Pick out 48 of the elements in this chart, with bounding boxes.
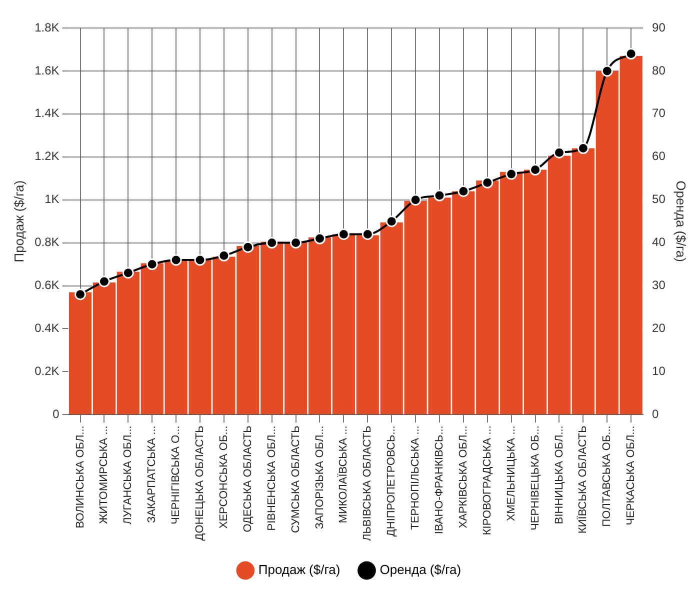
- x-tick-label: ХАРКІВСЬКА ОБЛ...: [457, 426, 470, 528]
- y2-tick-label: 10: [652, 364, 666, 378]
- x-tick-label: КИЇВСЬКА ОБЛАСТЬ: [576, 426, 590, 534]
- x-tick-label: ЛЬВІВСЬКА ОБЛАСТЬ: [362, 426, 374, 542]
- x-tick-label: ЛУГАНСЬКА ОБЛ...: [122, 426, 134, 524]
- x-tick-label: ЧЕРКАСЬКА ОБЛ...: [625, 426, 638, 526]
- x-tick-label: СУМСЬКА ОБЛАСТЬ: [290, 426, 302, 533]
- y2-axis-title: Оренда ($/га): [674, 180, 689, 262]
- y-tick-label: 0.6K: [34, 278, 60, 292]
- legend-label: Продаж ($/га): [258, 562, 340, 578]
- y2-tick-label: 60: [652, 149, 666, 164]
- x-tick-label: ЗАПОРІЗЬКА ОБЛ...: [314, 426, 326, 530]
- y-tick-label: 1.6K: [34, 63, 60, 78]
- y-tick-label: 1.8K: [34, 20, 60, 34]
- x-tick-label: МИКОЛАЇВСЬКА ...: [336, 426, 350, 524]
- x-tick-label: ВОЛИНСЬКА ОБЛ...: [74, 426, 86, 528]
- y-axis-title: Продаж ($/га): [11, 180, 26, 262]
- y2-tick-label: 90: [652, 20, 666, 34]
- x-tick-label: ТЕРНОПІЛЬСЬКА ...: [410, 426, 422, 530]
- x-tick-label: ІВАНО-ФРАНКІВСЬ...: [434, 426, 446, 534]
- y-tick-label: 1.4K: [34, 106, 60, 120]
- x-tick-label: ЧЕРНІВЕЦЬКА ОБ...: [529, 426, 542, 530]
- x-tick-label: ДОНЕЦЬКА ОБЛАСТЬ: [194, 426, 206, 541]
- x-tick-label: КІРОВОГРАДСЬКА ...: [481, 426, 494, 536]
- y2-tick-label: 80: [652, 63, 666, 78]
- y2-tick-label: 30: [652, 278, 666, 292]
- y-tick-label: 0: [52, 406, 60, 421]
- x-tick-label: ХЕРСОНСЬКА ОБ...: [218, 426, 230, 529]
- y2-tick-label: 70: [652, 106, 666, 120]
- y2-tick-label: 0: [652, 406, 660, 421]
- y-tick-label: 0.4K: [34, 321, 60, 336]
- x-tick-label: ЧЕРНІГІВСЬКА О...: [170, 426, 182, 524]
- x-tick-label: ЖИТОМИРСЬКА ...: [98, 426, 110, 524]
- y-tick-label: 0.2K: [34, 364, 60, 378]
- x-tick-label: ХМЕЛЬНИЦЬКА ...: [505, 426, 518, 522]
- y-tick-label: 1.2K: [34, 149, 60, 164]
- x-tick-label: ВІННИЦЬКА ОБЛ...: [553, 426, 566, 524]
- legend-label: Оренда ($/га): [380, 562, 462, 578]
- x-tick-label: ПОЛТАВСЬКА ОБ...: [601, 426, 614, 527]
- x-tick-label: ЗАКАРПАТСЬКА ...: [146, 426, 158, 523]
- x-tick-label: ДНІПРОПЕТРОВСЬ...: [386, 426, 398, 537]
- y-tick-label: 0.8K: [34, 235, 60, 250]
- y2-tick-label: 40: [652, 235, 666, 250]
- x-tick-label: ОДЕСЬКА ОБЛАСТЬ: [242, 426, 254, 532]
- y-tick-label: 1K: [44, 192, 60, 206]
- x-tick-label: РІВНЕНСЬКА ОБЛ...: [266, 426, 278, 531]
- y2-tick-label: 50: [652, 192, 666, 206]
- y2-tick-label: 20: [652, 321, 666, 336]
